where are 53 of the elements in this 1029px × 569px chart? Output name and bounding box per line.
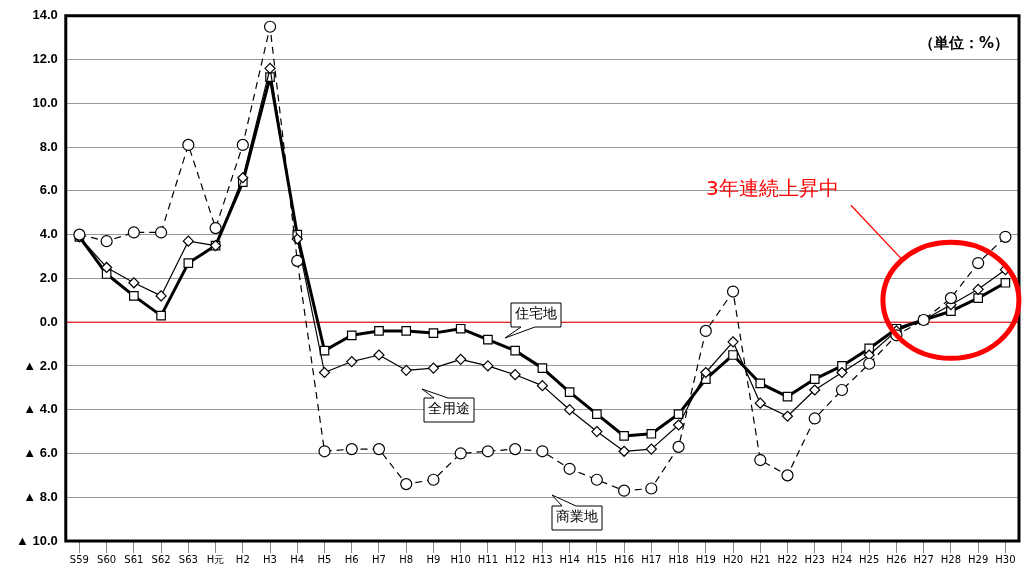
x-tick-label: H7	[372, 553, 386, 565]
x-tick-label: H3	[263, 553, 277, 565]
x-tick-label: H2	[235, 553, 250, 565]
y-tick-label: 10.0	[32, 94, 58, 110]
x-tick-label: S62	[151, 553, 171, 565]
x-tick-label: H4	[290, 553, 305, 565]
x-tick-label: H13	[532, 553, 553, 565]
x-tick-label: H14	[559, 553, 580, 565]
x-tick-label: H28	[940, 553, 962, 565]
x-tick-label: H8	[399, 553, 414, 565]
y-tick-label: ▲ 10.0	[16, 532, 58, 548]
x-tick-label: H10	[450, 553, 471, 565]
x-tick-label: H5	[317, 553, 332, 565]
y-tick-label: 6.0	[39, 182, 58, 198]
y-tick-label: 8.0	[39, 138, 58, 154]
series-label: 商業地	[556, 508, 598, 526]
x-tick-label: S60	[97, 553, 117, 565]
x-tick-label: H9	[426, 553, 441, 565]
x-tick-label: H29	[968, 553, 989, 565]
x-tick-label: H15	[586, 553, 607, 565]
x-tick-label: H18	[668, 553, 689, 565]
y-tick-label: ▲ 2.0	[23, 357, 58, 373]
x-tick-label: H16	[613, 553, 635, 565]
y-tick-label: ▲ 8.0	[23, 488, 58, 504]
x-tick-label: H17	[641, 553, 662, 565]
x-tick-label: H30	[995, 553, 1016, 565]
series-label: 住宅地	[515, 305, 557, 323]
x-tick-label: S59	[69, 553, 89, 565]
y-tick-label: 12.0	[32, 51, 58, 67]
x-tick-label: H25	[859, 553, 880, 565]
x-tick-label: S63	[178, 553, 198, 565]
x-tick-label: H6	[344, 553, 359, 565]
x-tick-label: H27	[913, 553, 934, 565]
y-tick-label: 4.0	[39, 226, 58, 242]
x-tick-label: H12	[505, 553, 526, 565]
x-tick-label: S61	[124, 553, 144, 565]
x-tick-label: H元	[206, 553, 225, 565]
x-tick-label: H21	[750, 553, 771, 565]
y-tick-label: 0.0	[39, 313, 58, 329]
y-tick-label: ▲ 6.0	[23, 445, 58, 461]
x-tick-label: H23	[804, 553, 825, 565]
x-tick-label: H11	[477, 553, 499, 565]
x-tick-label: H22	[777, 553, 798, 565]
x-tick-label: H19	[695, 553, 716, 565]
y-tick-label: 2.0	[39, 269, 58, 285]
annotation: 3年連続上昇中	[705, 175, 839, 203]
y-tick-label: ▲ 4.0	[23, 401, 58, 417]
x-tick-label: H20	[722, 553, 744, 565]
x-tick-label: H24	[831, 553, 853, 565]
x-tick-label: H26	[886, 553, 907, 565]
series-label: 全用途	[428, 400, 470, 418]
annotation: （単位：%）	[918, 33, 1009, 53]
y-tick-label: 14.0	[32, 7, 58, 23]
